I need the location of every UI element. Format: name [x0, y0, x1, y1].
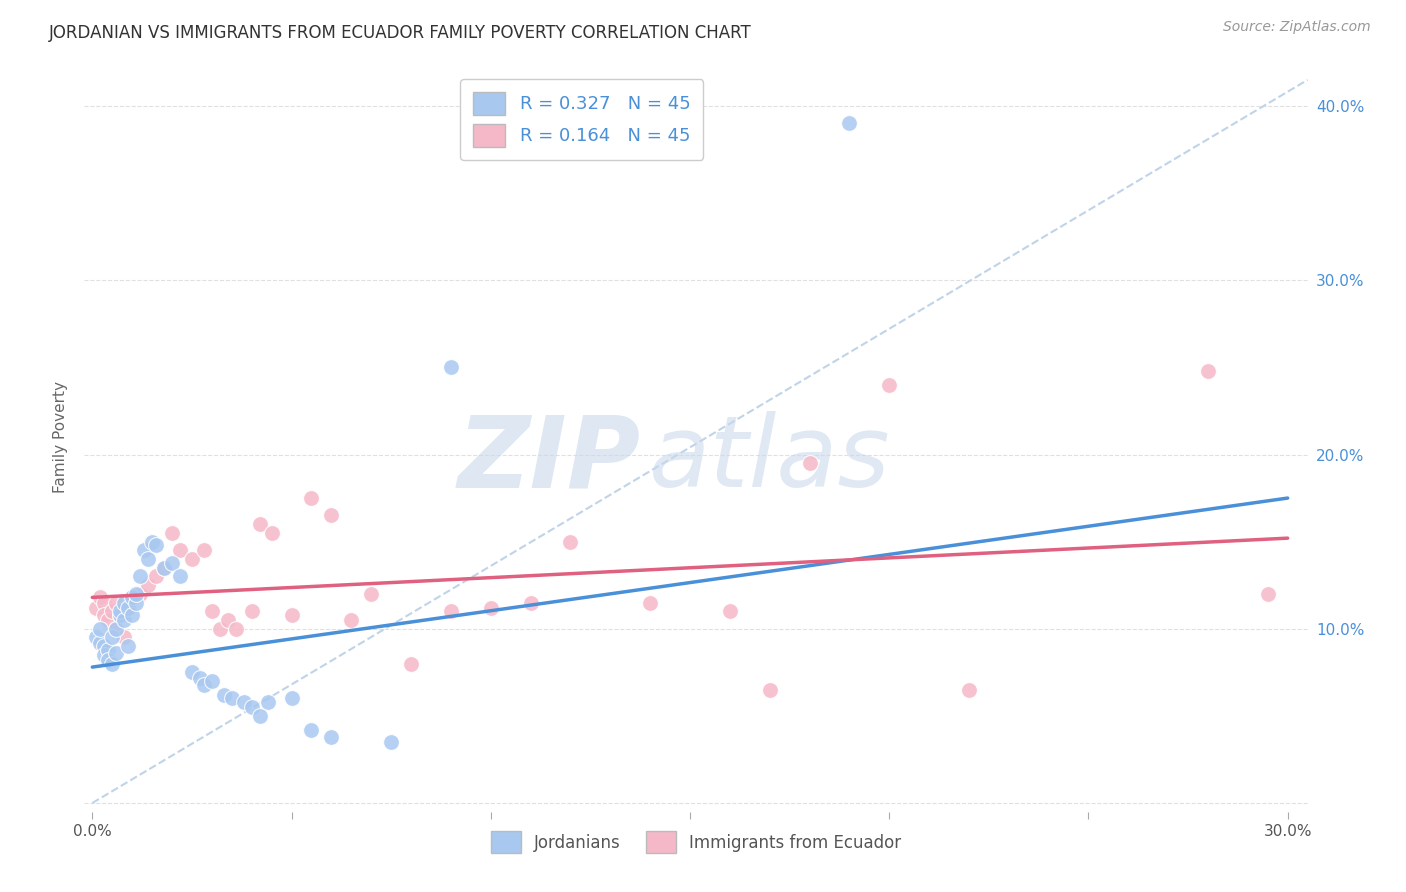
Point	[181, 665, 204, 680]
Point	[201, 604, 224, 618]
Point	[957, 682, 980, 697]
Point	[117, 600, 139, 615]
Point	[93, 596, 115, 610]
Point	[519, 596, 541, 610]
Text: Source: ZipAtlas.com: Source: ZipAtlas.com	[1223, 20, 1371, 34]
Point	[301, 491, 323, 505]
Point	[440, 604, 463, 618]
Point	[877, 377, 900, 392]
Text: JORDANIAN VS IMMIGRANTS FROM ECUADOR FAMILY POVERTY CORRELATION CHART: JORDANIAN VS IMMIGRANTS FROM ECUADOR FAM…	[49, 24, 752, 42]
Point	[321, 730, 343, 744]
Point	[125, 596, 148, 610]
Point	[399, 657, 422, 671]
Point	[321, 508, 343, 523]
Point	[212, 688, 235, 702]
Point	[208, 622, 231, 636]
Point	[136, 578, 159, 592]
Text: atlas: atlas	[648, 411, 890, 508]
Point	[718, 604, 741, 618]
Point	[201, 673, 224, 688]
Point	[129, 587, 152, 601]
Point	[101, 631, 124, 645]
Point	[86, 631, 108, 645]
Point	[136, 552, 159, 566]
Point	[110, 607, 132, 622]
Point	[160, 556, 183, 570]
Point	[93, 648, 115, 662]
Point	[1197, 364, 1219, 378]
Point	[110, 607, 132, 622]
Point	[121, 607, 143, 622]
Point	[105, 622, 128, 636]
Point	[240, 604, 263, 618]
Point	[125, 587, 148, 601]
Point	[225, 622, 247, 636]
Point	[380, 735, 402, 749]
Point	[89, 622, 111, 636]
Point	[479, 600, 502, 615]
Point	[105, 596, 128, 610]
Point	[97, 653, 120, 667]
Point	[121, 591, 143, 605]
Point	[280, 691, 302, 706]
Point	[360, 587, 382, 601]
Point	[638, 596, 661, 610]
Point	[193, 543, 215, 558]
Point	[340, 613, 363, 627]
Point	[101, 604, 124, 618]
Y-axis label: Family Poverty: Family Poverty	[53, 381, 69, 493]
Point	[101, 657, 124, 671]
Point	[117, 639, 139, 653]
Point	[256, 695, 278, 709]
Point	[249, 517, 271, 532]
Point	[129, 569, 152, 583]
Point	[86, 600, 108, 615]
Legend: Jordanians, Immigrants from Ecuador: Jordanians, Immigrants from Ecuador	[484, 825, 908, 860]
Point	[301, 723, 323, 737]
Point	[260, 525, 283, 540]
Point	[105, 622, 128, 636]
Point	[134, 543, 156, 558]
Point	[249, 709, 271, 723]
Point	[440, 360, 463, 375]
Point	[112, 613, 135, 627]
Point	[93, 639, 115, 653]
Point	[181, 552, 204, 566]
Point	[169, 543, 191, 558]
Point	[153, 561, 176, 575]
Point	[153, 561, 176, 575]
Point	[221, 691, 243, 706]
Point	[145, 569, 167, 583]
Point	[112, 596, 135, 610]
Point	[280, 607, 302, 622]
Point	[188, 671, 211, 685]
Point	[232, 695, 254, 709]
Text: ZIP: ZIP	[458, 411, 641, 508]
Point	[193, 677, 215, 691]
Point	[560, 534, 582, 549]
Point	[838, 116, 860, 130]
Point	[240, 700, 263, 714]
Point	[1257, 587, 1279, 601]
Point	[758, 682, 780, 697]
Point	[145, 538, 167, 552]
Point	[117, 600, 139, 615]
Point	[105, 646, 128, 660]
Point	[110, 604, 132, 618]
Point	[89, 591, 111, 605]
Point	[121, 591, 143, 605]
Point	[97, 642, 120, 657]
Point	[217, 613, 239, 627]
Point	[93, 607, 115, 622]
Point	[141, 534, 163, 549]
Point	[89, 636, 111, 650]
Point	[97, 613, 120, 627]
Point	[160, 525, 183, 540]
Point	[169, 569, 191, 583]
Point	[112, 631, 135, 645]
Point	[799, 456, 821, 470]
